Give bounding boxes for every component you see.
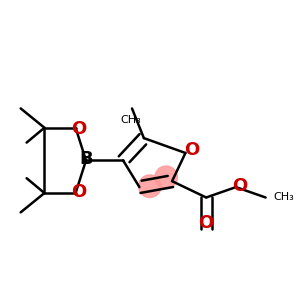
Text: O: O bbox=[71, 120, 86, 138]
Text: CH₃: CH₃ bbox=[273, 192, 294, 202]
Text: CH₃: CH₃ bbox=[120, 115, 141, 125]
Text: O: O bbox=[199, 214, 214, 232]
Circle shape bbox=[139, 175, 161, 197]
Text: B: B bbox=[79, 150, 93, 168]
Text: O: O bbox=[71, 183, 86, 201]
Text: O: O bbox=[232, 177, 247, 195]
Circle shape bbox=[155, 166, 177, 189]
Text: O: O bbox=[184, 141, 199, 159]
